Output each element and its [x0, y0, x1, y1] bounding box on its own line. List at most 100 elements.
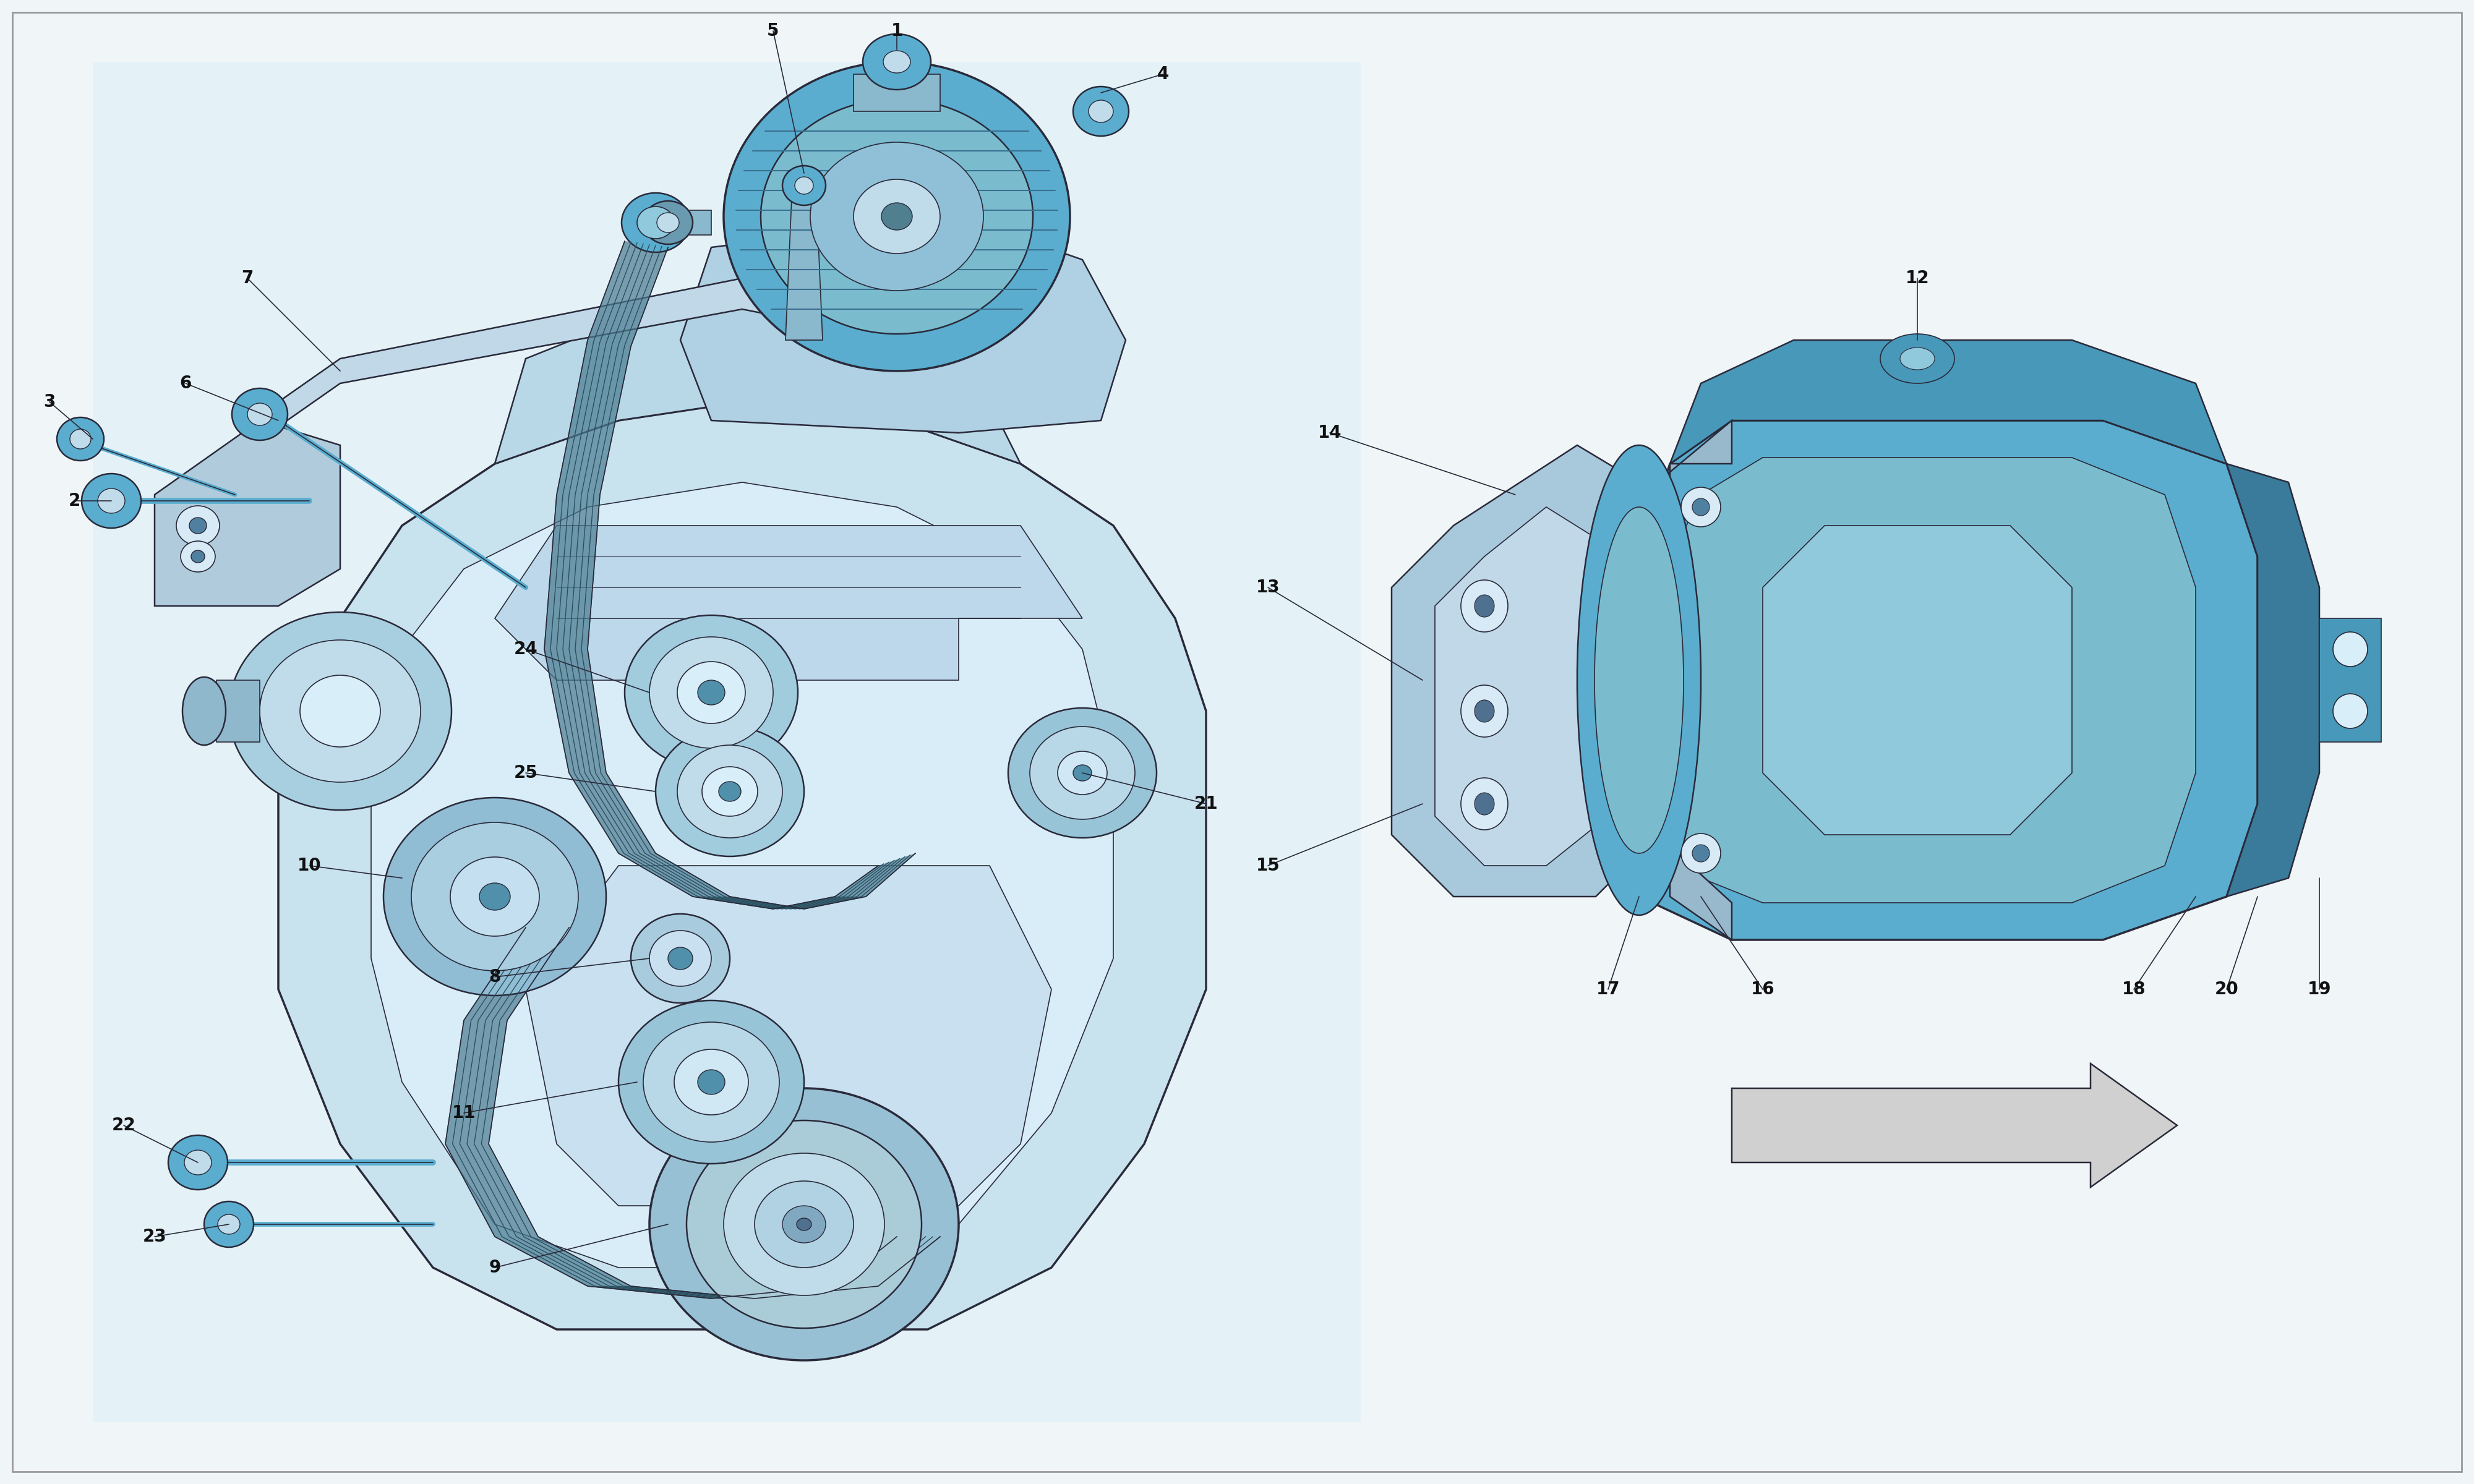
Ellipse shape [863, 34, 930, 89]
Text: 19: 19 [2308, 981, 2331, 997]
Ellipse shape [1880, 334, 1954, 383]
Polygon shape [1638, 420, 2256, 939]
Ellipse shape [643, 1022, 779, 1143]
Text: 5: 5 [767, 22, 779, 40]
Ellipse shape [1074, 86, 1128, 137]
Polygon shape [680, 217, 1126, 433]
Text: 7: 7 [242, 270, 252, 286]
Ellipse shape [854, 180, 940, 254]
Polygon shape [1390, 445, 1658, 896]
Text: 9: 9 [490, 1258, 500, 1276]
Polygon shape [2321, 619, 2380, 742]
Polygon shape [277, 402, 1207, 1330]
Ellipse shape [1900, 347, 1935, 370]
Text: 8: 8 [490, 969, 500, 985]
Ellipse shape [703, 767, 757, 816]
Text: 13: 13 [1257, 579, 1279, 597]
Polygon shape [495, 525, 1084, 680]
Polygon shape [680, 211, 713, 234]
Ellipse shape [797, 1218, 811, 1230]
Polygon shape [1670, 340, 2227, 463]
Text: 16: 16 [1752, 981, 1774, 997]
Ellipse shape [668, 947, 693, 969]
Text: 4: 4 [1158, 65, 1168, 83]
Polygon shape [1658, 420, 1732, 939]
Ellipse shape [722, 1153, 886, 1296]
Ellipse shape [218, 1214, 240, 1235]
Ellipse shape [1578, 445, 1702, 916]
Ellipse shape [1593, 508, 1682, 853]
Ellipse shape [176, 506, 220, 545]
Ellipse shape [1475, 792, 1494, 815]
Ellipse shape [203, 1202, 255, 1247]
Text: 15: 15 [1257, 856, 1279, 874]
Text: 3: 3 [45, 393, 54, 411]
Text: 6: 6 [181, 374, 190, 392]
Ellipse shape [782, 1205, 826, 1244]
Ellipse shape [717, 782, 742, 801]
Ellipse shape [228, 611, 450, 810]
Ellipse shape [1009, 708, 1158, 838]
Ellipse shape [1460, 778, 1509, 830]
Ellipse shape [1074, 764, 1091, 781]
Ellipse shape [247, 404, 272, 426]
Ellipse shape [260, 640, 421, 782]
Ellipse shape [2333, 693, 2368, 729]
Ellipse shape [794, 177, 814, 194]
Ellipse shape [383, 798, 606, 996]
Polygon shape [218, 680, 260, 742]
Ellipse shape [168, 1135, 228, 1190]
Ellipse shape [82, 473, 141, 528]
Ellipse shape [69, 429, 92, 450]
Ellipse shape [1692, 499, 1710, 515]
Text: 20: 20 [2214, 981, 2239, 997]
Ellipse shape [656, 727, 804, 856]
Ellipse shape [762, 99, 1034, 334]
Ellipse shape [688, 1120, 920, 1328]
Polygon shape [1658, 457, 2197, 902]
Ellipse shape [1059, 751, 1108, 794]
Text: 25: 25 [515, 764, 537, 782]
Text: 1: 1 [891, 22, 903, 40]
Ellipse shape [678, 662, 745, 723]
Ellipse shape [183, 677, 225, 745]
Ellipse shape [1682, 834, 1722, 873]
Ellipse shape [1460, 686, 1509, 738]
Ellipse shape [183, 1150, 213, 1175]
Ellipse shape [1475, 700, 1494, 723]
Polygon shape [277, 279, 804, 426]
Polygon shape [94, 62, 1361, 1422]
Text: 24: 24 [515, 641, 537, 657]
Ellipse shape [1692, 844, 1710, 862]
Ellipse shape [648, 930, 713, 987]
Ellipse shape [1029, 727, 1136, 819]
Text: 10: 10 [297, 856, 322, 874]
Polygon shape [371, 482, 1113, 1267]
Ellipse shape [755, 1181, 854, 1267]
Polygon shape [854, 74, 940, 111]
Ellipse shape [631, 914, 730, 1003]
Ellipse shape [480, 883, 510, 910]
Ellipse shape [638, 206, 673, 239]
Ellipse shape [722, 62, 1069, 371]
Text: 21: 21 [1195, 795, 1217, 813]
Ellipse shape [881, 203, 913, 230]
Text: 2: 2 [69, 493, 79, 509]
Ellipse shape [648, 1088, 960, 1361]
Ellipse shape [658, 212, 678, 233]
Text: 11: 11 [453, 1104, 475, 1122]
Polygon shape [495, 297, 1022, 463]
Text: 12: 12 [1905, 270, 1930, 286]
Ellipse shape [1475, 595, 1494, 617]
Ellipse shape [698, 1070, 725, 1095]
Ellipse shape [450, 856, 539, 936]
Polygon shape [153, 420, 341, 605]
Text: 17: 17 [1596, 981, 1620, 997]
Ellipse shape [643, 200, 693, 245]
Ellipse shape [57, 417, 104, 460]
Ellipse shape [2333, 632, 2368, 666]
Ellipse shape [883, 50, 910, 73]
Ellipse shape [648, 637, 772, 748]
Ellipse shape [782, 166, 826, 205]
Ellipse shape [1460, 580, 1509, 632]
